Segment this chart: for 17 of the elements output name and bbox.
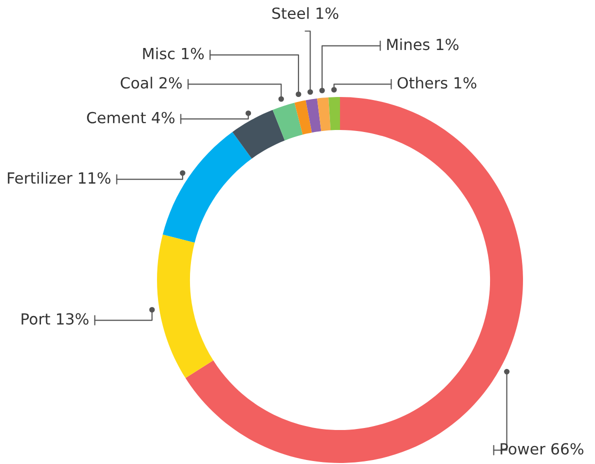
donut-slice xyxy=(157,234,214,378)
donut-slice xyxy=(232,110,285,159)
donut-slice xyxy=(162,132,252,243)
donut-slice xyxy=(294,100,312,135)
slice-label: Cement 4% xyxy=(87,112,174,124)
slice-label: Mines 1% xyxy=(387,38,458,50)
slice-label: Port 13% xyxy=(22,313,88,325)
donut-slice xyxy=(317,97,331,132)
donut-slice xyxy=(272,102,303,140)
slice-label: Power 66% xyxy=(500,443,584,455)
slice-label: Fertilizer 11% xyxy=(8,172,110,184)
slice-label: Misc 1% xyxy=(143,48,204,60)
slice-label: Others 1% xyxy=(398,76,476,89)
slice-label: Steel 1% xyxy=(272,7,338,20)
donut-slice xyxy=(306,98,322,133)
slice-label: Coal 2% xyxy=(120,76,182,89)
donut-slice xyxy=(328,97,340,130)
